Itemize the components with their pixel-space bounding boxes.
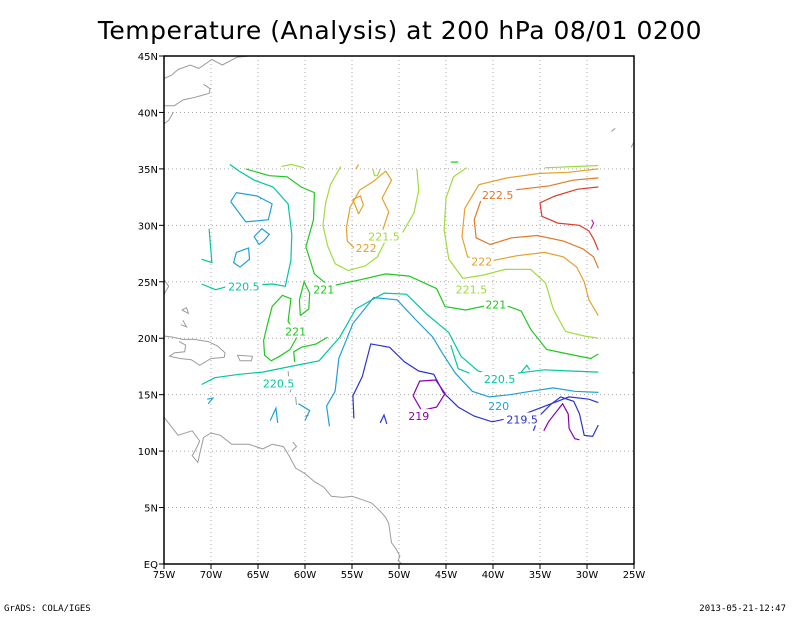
- contour-line-220: [230, 191, 273, 223]
- contour-label: 221: [485, 298, 506, 311]
- y-tick-label: 45N: [138, 52, 158, 63]
- contour-label: 221.5: [456, 284, 488, 297]
- contour-line-221-5: [443, 167, 599, 339]
- coastline: [611, 127, 616, 132]
- contour-line-220: [269, 406, 279, 423]
- contour-line-220-5: [201, 228, 213, 264]
- y-tick-label: EQ: [144, 560, 158, 571]
- contour-label-bg: [365, 229, 403, 243]
- contour-line-221: [245, 168, 599, 360]
- coastline: [236, 354, 254, 362]
- contour-label-bg: [481, 371, 519, 385]
- x-tick-label: 35W: [529, 570, 552, 581]
- contour-label: 221: [313, 284, 334, 297]
- contour-line-221-5: [372, 168, 381, 177]
- contour-label: 221.5: [368, 231, 400, 244]
- contour-label-bg: [283, 324, 308, 338]
- contour-label-bg: [354, 240, 378, 254]
- contour-label: 219: [408, 410, 429, 423]
- contour-line-220: [325, 296, 599, 427]
- coastline: [295, 396, 297, 405]
- chart-title: Temperature (Analysis) at 200 hPa 08/01 …: [97, 16, 703, 45]
- contour-line-221-5: [281, 163, 305, 169]
- contour-line-221: [293, 336, 328, 362]
- contour-label: 222: [471, 255, 492, 268]
- coastline: [181, 306, 190, 315]
- contour-line-221: [298, 280, 311, 317]
- contour-line-219: [412, 379, 446, 412]
- contour-label-bg: [225, 279, 263, 293]
- axis-ticks: 75W 70W 65W 60W 55W 50W 45W 40W 35W 30W 25W EQ 5N 10N…: [138, 52, 646, 581]
- y-tick-label: 30N: [138, 221, 158, 232]
- y-tick-label: 15N: [138, 391, 158, 402]
- coastline: [164, 56, 250, 80]
- contour-label-bg: [311, 282, 336, 296]
- y-tick-label: 35N: [138, 165, 158, 176]
- x-tick-label: 50W: [388, 570, 411, 581]
- contour-line-220: [253, 227, 271, 245]
- contour-line-222-5: [473, 177, 599, 269]
- x-tick-label: 65W: [247, 570, 270, 581]
- contour-label-bg: [260, 376, 298, 390]
- contour-label-bg: [483, 297, 508, 311]
- contour-lines: [201, 161, 599, 441]
- contour-line-220-5: [450, 344, 470, 374]
- footer-right-timestamp: 2013-05-21-12:47: [699, 604, 786, 614]
- coastline: [180, 319, 188, 328]
- contour-line-219-5: [352, 343, 599, 423]
- contour-label: 220.5: [263, 377, 295, 390]
- contour-line-220: [207, 397, 215, 405]
- y-tick-label: 25N: [138, 278, 158, 289]
- x-tick-label: 45W: [435, 570, 458, 581]
- contour-line-220-5: [520, 364, 531, 373]
- grid-lines: [164, 56, 634, 564]
- contour-line-221-5: [322, 166, 420, 272]
- contour-label: 222: [356, 242, 377, 255]
- contour-line-221-5: [544, 164, 599, 169]
- coastline: [164, 416, 403, 564]
- y-tick-label: 10N: [138, 447, 158, 458]
- y-tick-label: 40N: [138, 108, 158, 119]
- contour-line-222: [355, 164, 360, 170]
- contour-label-bg: [486, 398, 511, 412]
- contour-line-223: [539, 186, 599, 251]
- x-tick-label: 60W: [294, 570, 317, 581]
- x-tick-label: 40W: [482, 570, 505, 581]
- contour-label: 220.5: [484, 373, 516, 386]
- contour-line-220-5: [201, 163, 293, 291]
- contour-label: 220: [488, 400, 509, 413]
- x-tick-label: 30W: [576, 570, 599, 581]
- coastline: [164, 83, 211, 107]
- contour-label: 221: [285, 325, 306, 338]
- x-tick-label: 55W: [341, 570, 364, 581]
- x-tick-label: 70W: [200, 570, 223, 581]
- contour-label-bg: [452, 282, 490, 296]
- y-tick-label: 5N: [144, 504, 158, 515]
- y-tick-label: 20N: [138, 334, 158, 345]
- contour-line-222: [352, 195, 364, 215]
- contour-line-223-5: [590, 219, 595, 229]
- contour-line-219: [543, 402, 580, 441]
- x-tick-label: 75W: [153, 570, 176, 581]
- contour-line-220: [232, 247, 251, 268]
- contour-line-219-5: [379, 413, 388, 425]
- contour-label-bg: [503, 412, 541, 426]
- coastline: [164, 112, 174, 125]
- contour-label-bg: [469, 254, 494, 268]
- contour-line-220: [298, 403, 311, 421]
- contour-label-bg: [406, 409, 431, 423]
- contour-line-221: [262, 294, 299, 362]
- contour-label-bg: [479, 187, 517, 201]
- contour-label: 220.5: [228, 280, 260, 293]
- contour-label: 222.5: [482, 189, 514, 202]
- coastline: [164, 335, 226, 366]
- x-tick-label: 25W: [623, 570, 646, 581]
- coastline: [164, 279, 170, 295]
- contour-label: 219.5: [506, 414, 538, 427]
- coastline: [291, 441, 298, 452]
- contour-line-219-5: [532, 396, 599, 438]
- footer-left-caption: GrADS: COLA/IGES: [4, 604, 91, 614]
